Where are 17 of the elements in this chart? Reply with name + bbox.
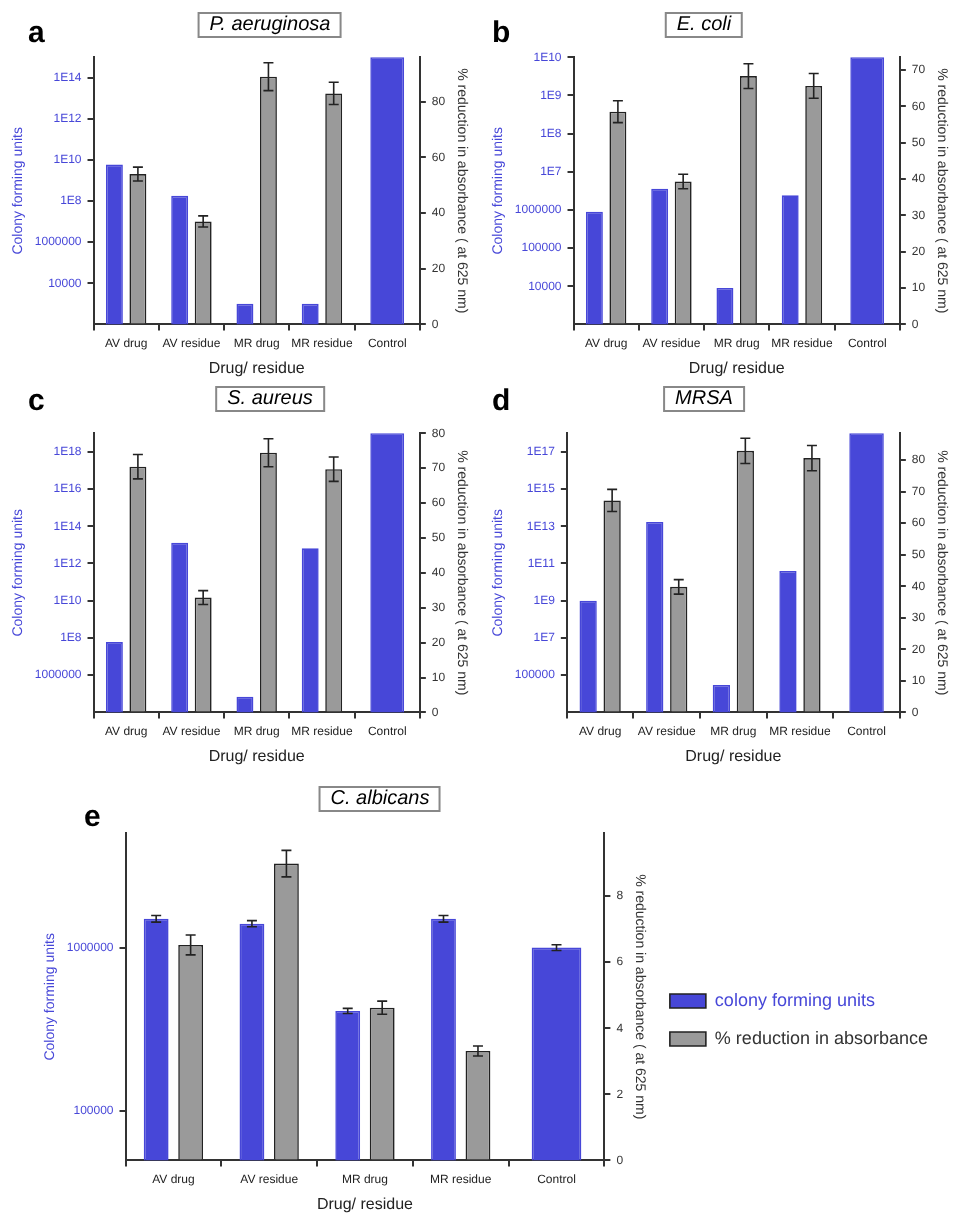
text: c: [28, 384, 45, 418]
chart-title: P. aeruginosa: [197, 12, 343, 38]
chart-title: MRSA: [663, 386, 745, 412]
text: b: [492, 16, 511, 50]
legend-label: % reduction in absorbance: [714, 1027, 929, 1048]
text: a: [28, 16, 45, 50]
x-axis-title: Drug/ residue: [316, 1194, 415, 1213]
x-axis-title: Drug/ residue: [208, 746, 306, 765]
chart-title: E. coli: [664, 12, 744, 38]
text: d: [492, 384, 511, 418]
chart-title: C. albicans: [318, 786, 442, 812]
chart-title: S. aureus: [215, 386, 325, 412]
text: e: [84, 800, 101, 834]
x-axis-title: Drug/ residue: [685, 746, 783, 765]
legend-label: colony forming units: [714, 989, 876, 1010]
x-axis-title: Drug/ residue: [688, 358, 786, 377]
x-axis-title: Drug/ residue: [208, 358, 306, 377]
